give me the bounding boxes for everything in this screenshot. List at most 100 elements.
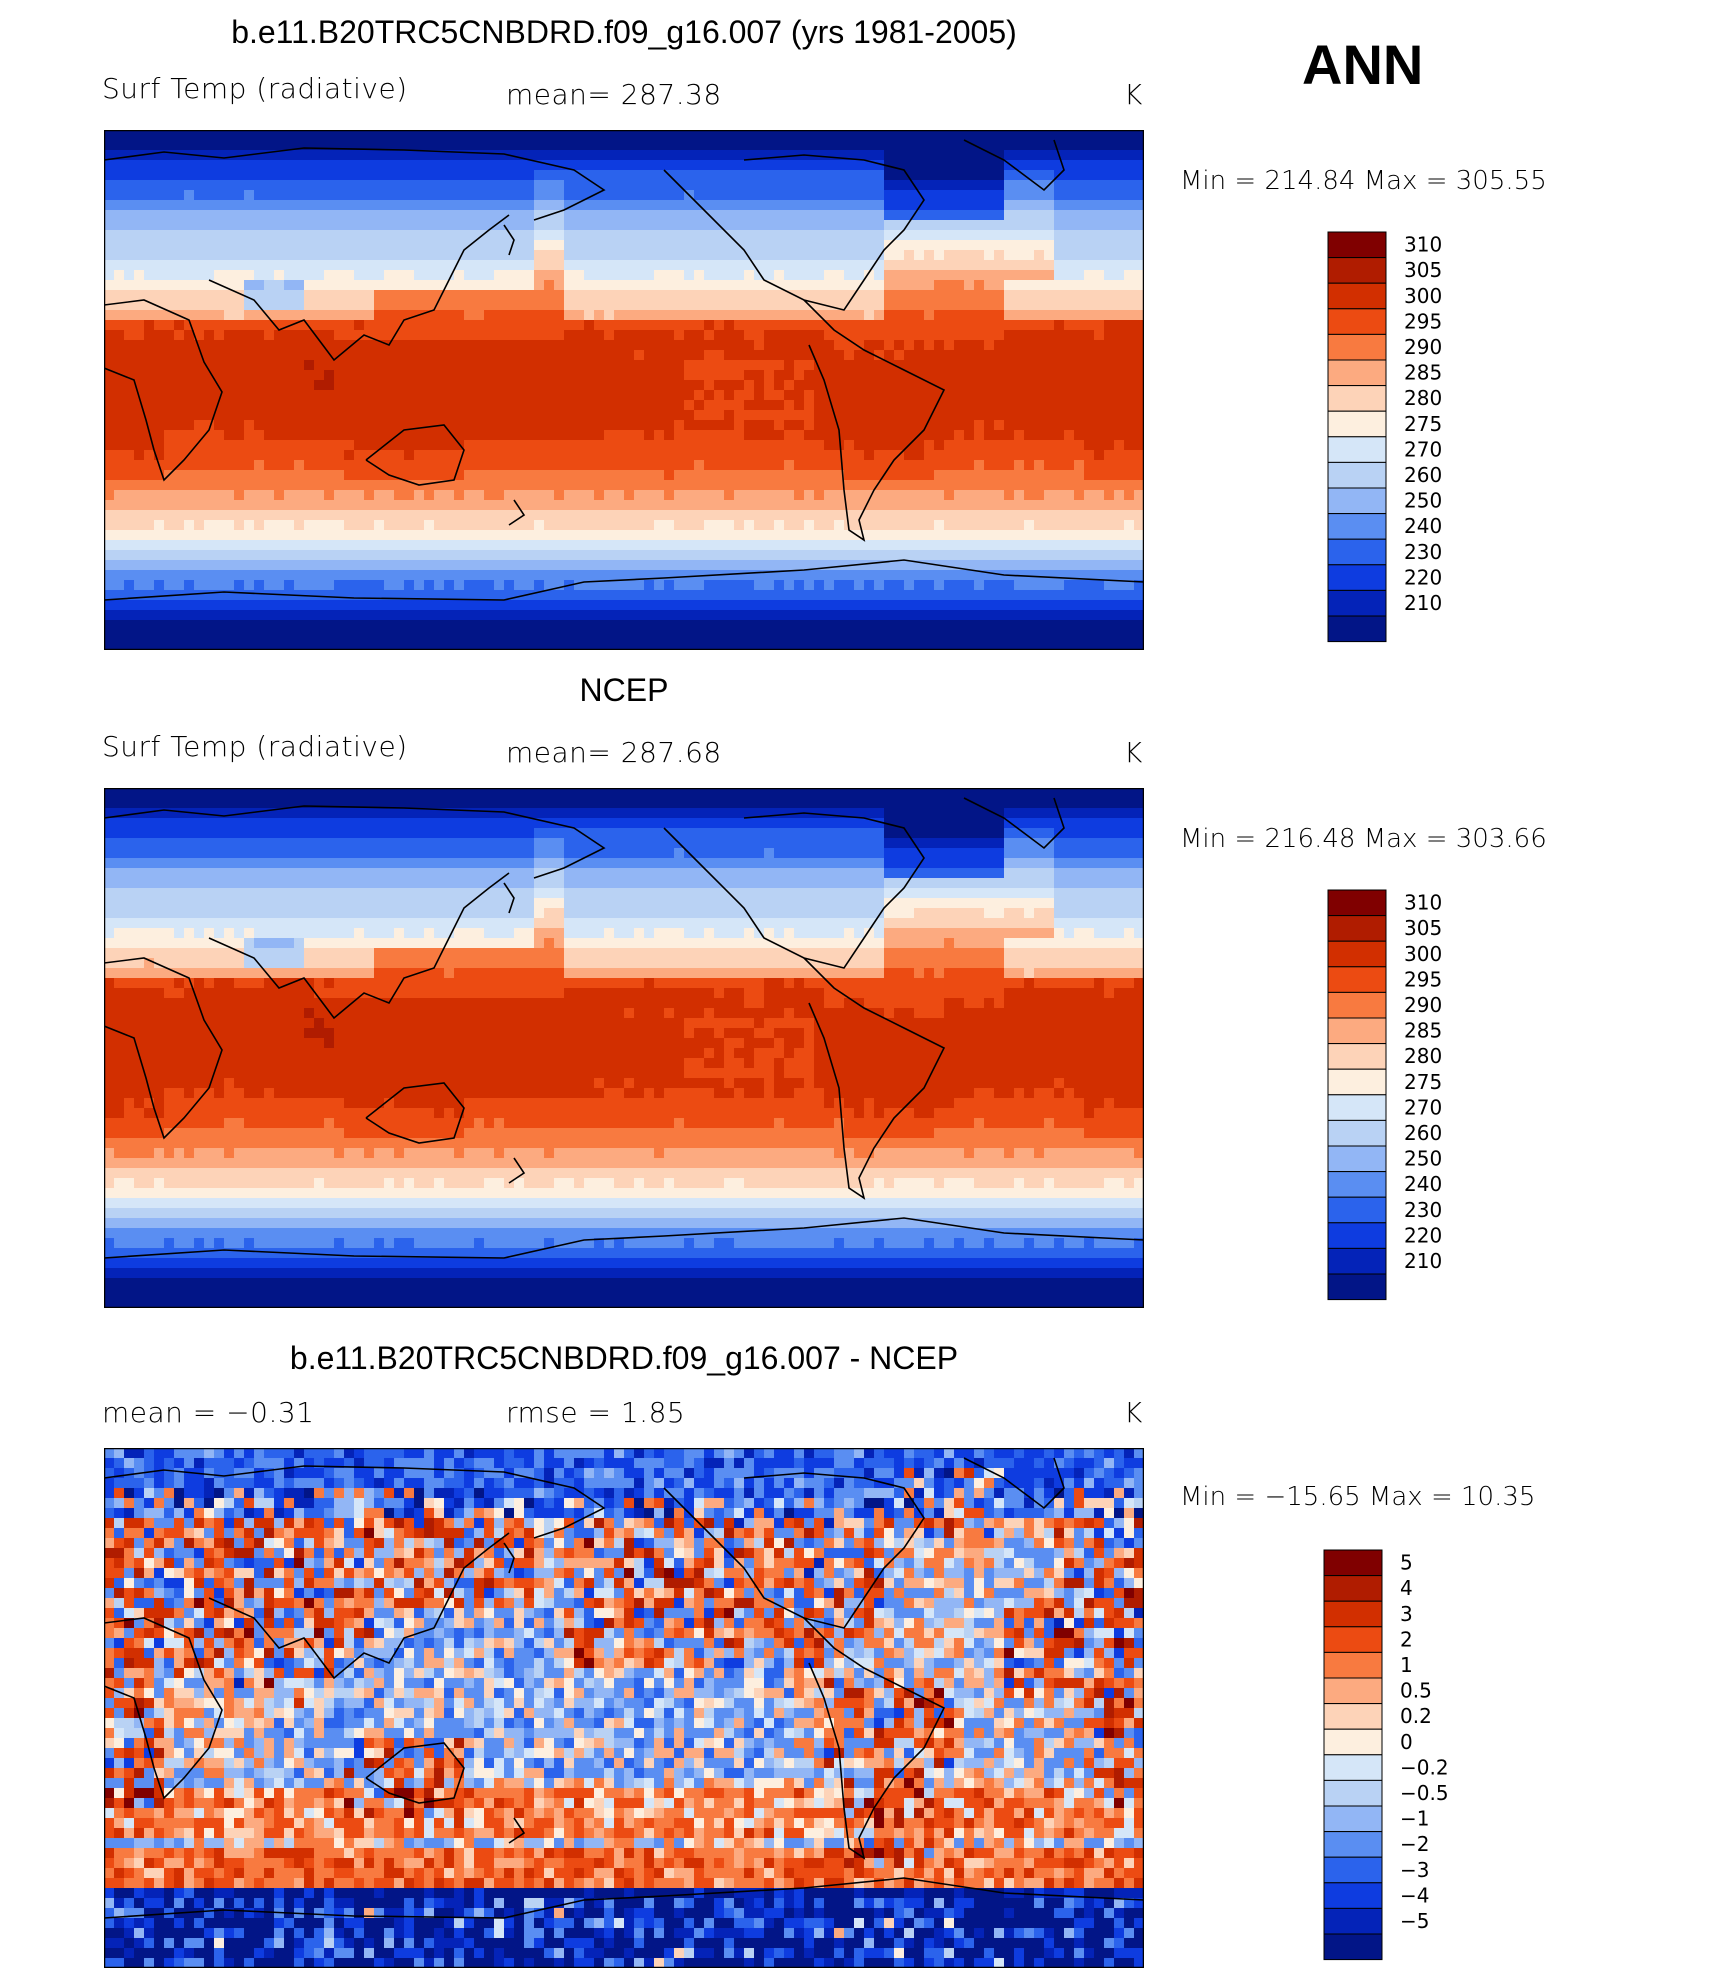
panel1-cell xyxy=(614,400,625,411)
panel1-cell xyxy=(694,480,705,491)
panel1-cell xyxy=(654,510,665,521)
panel1-cell xyxy=(724,470,735,481)
panel1-cell xyxy=(194,440,205,451)
panel1-cell xyxy=(384,390,395,401)
panel1-cell xyxy=(214,520,225,531)
panel1-cell xyxy=(804,230,815,241)
panel1-cell xyxy=(794,460,805,471)
panel1-cell xyxy=(374,280,385,291)
panel1-cell xyxy=(1114,370,1125,381)
panel1-cell xyxy=(354,130,365,141)
panel1-cell xyxy=(394,500,405,511)
panel1-cell xyxy=(794,320,805,331)
panel1-cell xyxy=(214,510,225,521)
panel1-cell xyxy=(974,490,985,501)
panel1-cell xyxy=(564,310,575,321)
panel1-cell xyxy=(574,220,585,231)
panel1-cell xyxy=(1054,160,1065,171)
panel1-cell xyxy=(1034,410,1045,421)
panel1-cell xyxy=(434,360,445,371)
panel1-cell xyxy=(224,220,235,231)
panel1-cell xyxy=(334,180,345,191)
panel1-cell xyxy=(1074,410,1085,421)
panel1-cell xyxy=(124,560,135,571)
panel1-cell xyxy=(724,210,735,221)
panel1-cell xyxy=(114,270,125,281)
panel1-cell xyxy=(324,250,335,261)
panel1-cell xyxy=(104,560,115,571)
panel1-cell xyxy=(814,160,825,171)
panel1-cell xyxy=(314,200,325,211)
panel1-cell xyxy=(644,210,655,221)
panel1-cell xyxy=(254,410,265,421)
panel1-cell xyxy=(424,240,435,251)
panel1-cell xyxy=(514,200,525,211)
panel1-cell xyxy=(424,460,435,471)
panel1-cell xyxy=(344,150,355,161)
panel1-cell xyxy=(204,280,215,291)
panel1-cell xyxy=(944,500,955,511)
panel1-cell xyxy=(914,160,925,171)
panel1-cell xyxy=(494,420,505,431)
panel1-cell xyxy=(504,470,515,481)
panel1-cell xyxy=(294,460,305,471)
panel1-cell xyxy=(604,320,615,331)
panel1-cell xyxy=(774,590,785,601)
panel1-cell xyxy=(484,150,495,161)
panel1-cell xyxy=(114,440,125,451)
panel1-cell xyxy=(304,440,315,451)
panel1-cell xyxy=(634,330,645,341)
panel1-cell xyxy=(584,420,595,431)
panel1-cell xyxy=(924,340,935,351)
panel1-cell xyxy=(754,550,765,561)
panel1-cell xyxy=(174,320,185,331)
panel1-cell xyxy=(644,170,655,181)
panel1-cell xyxy=(744,420,755,431)
panel1-cell xyxy=(484,420,495,431)
panel1-cell xyxy=(394,560,405,571)
panel1-cell xyxy=(264,520,275,531)
panel1-cell xyxy=(764,290,775,301)
panel1-cell xyxy=(794,420,805,431)
panel1-cell xyxy=(384,170,395,181)
panel1-cell xyxy=(154,370,165,381)
panel1-cell xyxy=(1014,190,1025,201)
panel1-cell xyxy=(614,570,625,581)
panel1-cell xyxy=(984,410,995,421)
panel1-cell xyxy=(954,430,965,441)
panel1-cell xyxy=(154,300,165,311)
panel1-cell xyxy=(1114,250,1125,261)
panel1-cell xyxy=(274,260,285,271)
panel1-cell xyxy=(404,200,415,211)
panel1-cell xyxy=(514,350,525,361)
panel1-cell xyxy=(324,170,335,181)
panel1-cell xyxy=(1064,280,1075,291)
panel1-cell xyxy=(1024,440,1035,451)
panel1-cell xyxy=(354,290,365,301)
panel1-cell xyxy=(914,560,925,571)
panel1-cell xyxy=(564,500,575,511)
panel1-cell xyxy=(534,230,545,241)
panel1-cell xyxy=(554,510,565,521)
panel1-cell xyxy=(1044,370,1055,381)
panel1-cell xyxy=(464,420,475,431)
panel1-cell xyxy=(454,390,465,401)
panel1-cell xyxy=(644,580,655,591)
panel1-cell xyxy=(614,270,625,281)
panel1-cell xyxy=(894,480,905,491)
panel1-cell xyxy=(944,280,955,291)
panel1-cell xyxy=(624,380,635,391)
panel1-cell xyxy=(374,490,385,501)
panel1-cell xyxy=(1004,220,1015,231)
panel1-cell xyxy=(694,510,705,521)
panel1-cell xyxy=(594,450,605,461)
panel1-cell xyxy=(914,250,925,261)
panel1-cell xyxy=(274,130,285,141)
panel1-cell xyxy=(674,500,685,511)
panel1-cell xyxy=(294,370,305,381)
panel1-cell xyxy=(604,450,615,461)
panel1-cell xyxy=(1064,390,1075,401)
panel1-cell xyxy=(504,270,515,281)
panel1-cell xyxy=(184,340,195,351)
panel1-cell xyxy=(454,490,465,501)
